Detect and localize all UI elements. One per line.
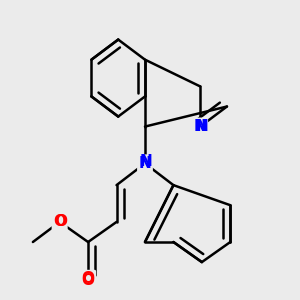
Text: O: O xyxy=(54,214,67,230)
Text: N: N xyxy=(196,119,208,134)
Text: O: O xyxy=(82,273,94,288)
Text: N: N xyxy=(194,119,207,134)
Text: O: O xyxy=(53,214,66,230)
Text: N: N xyxy=(139,154,152,169)
Text: O: O xyxy=(82,271,94,286)
Text: N: N xyxy=(139,156,152,171)
